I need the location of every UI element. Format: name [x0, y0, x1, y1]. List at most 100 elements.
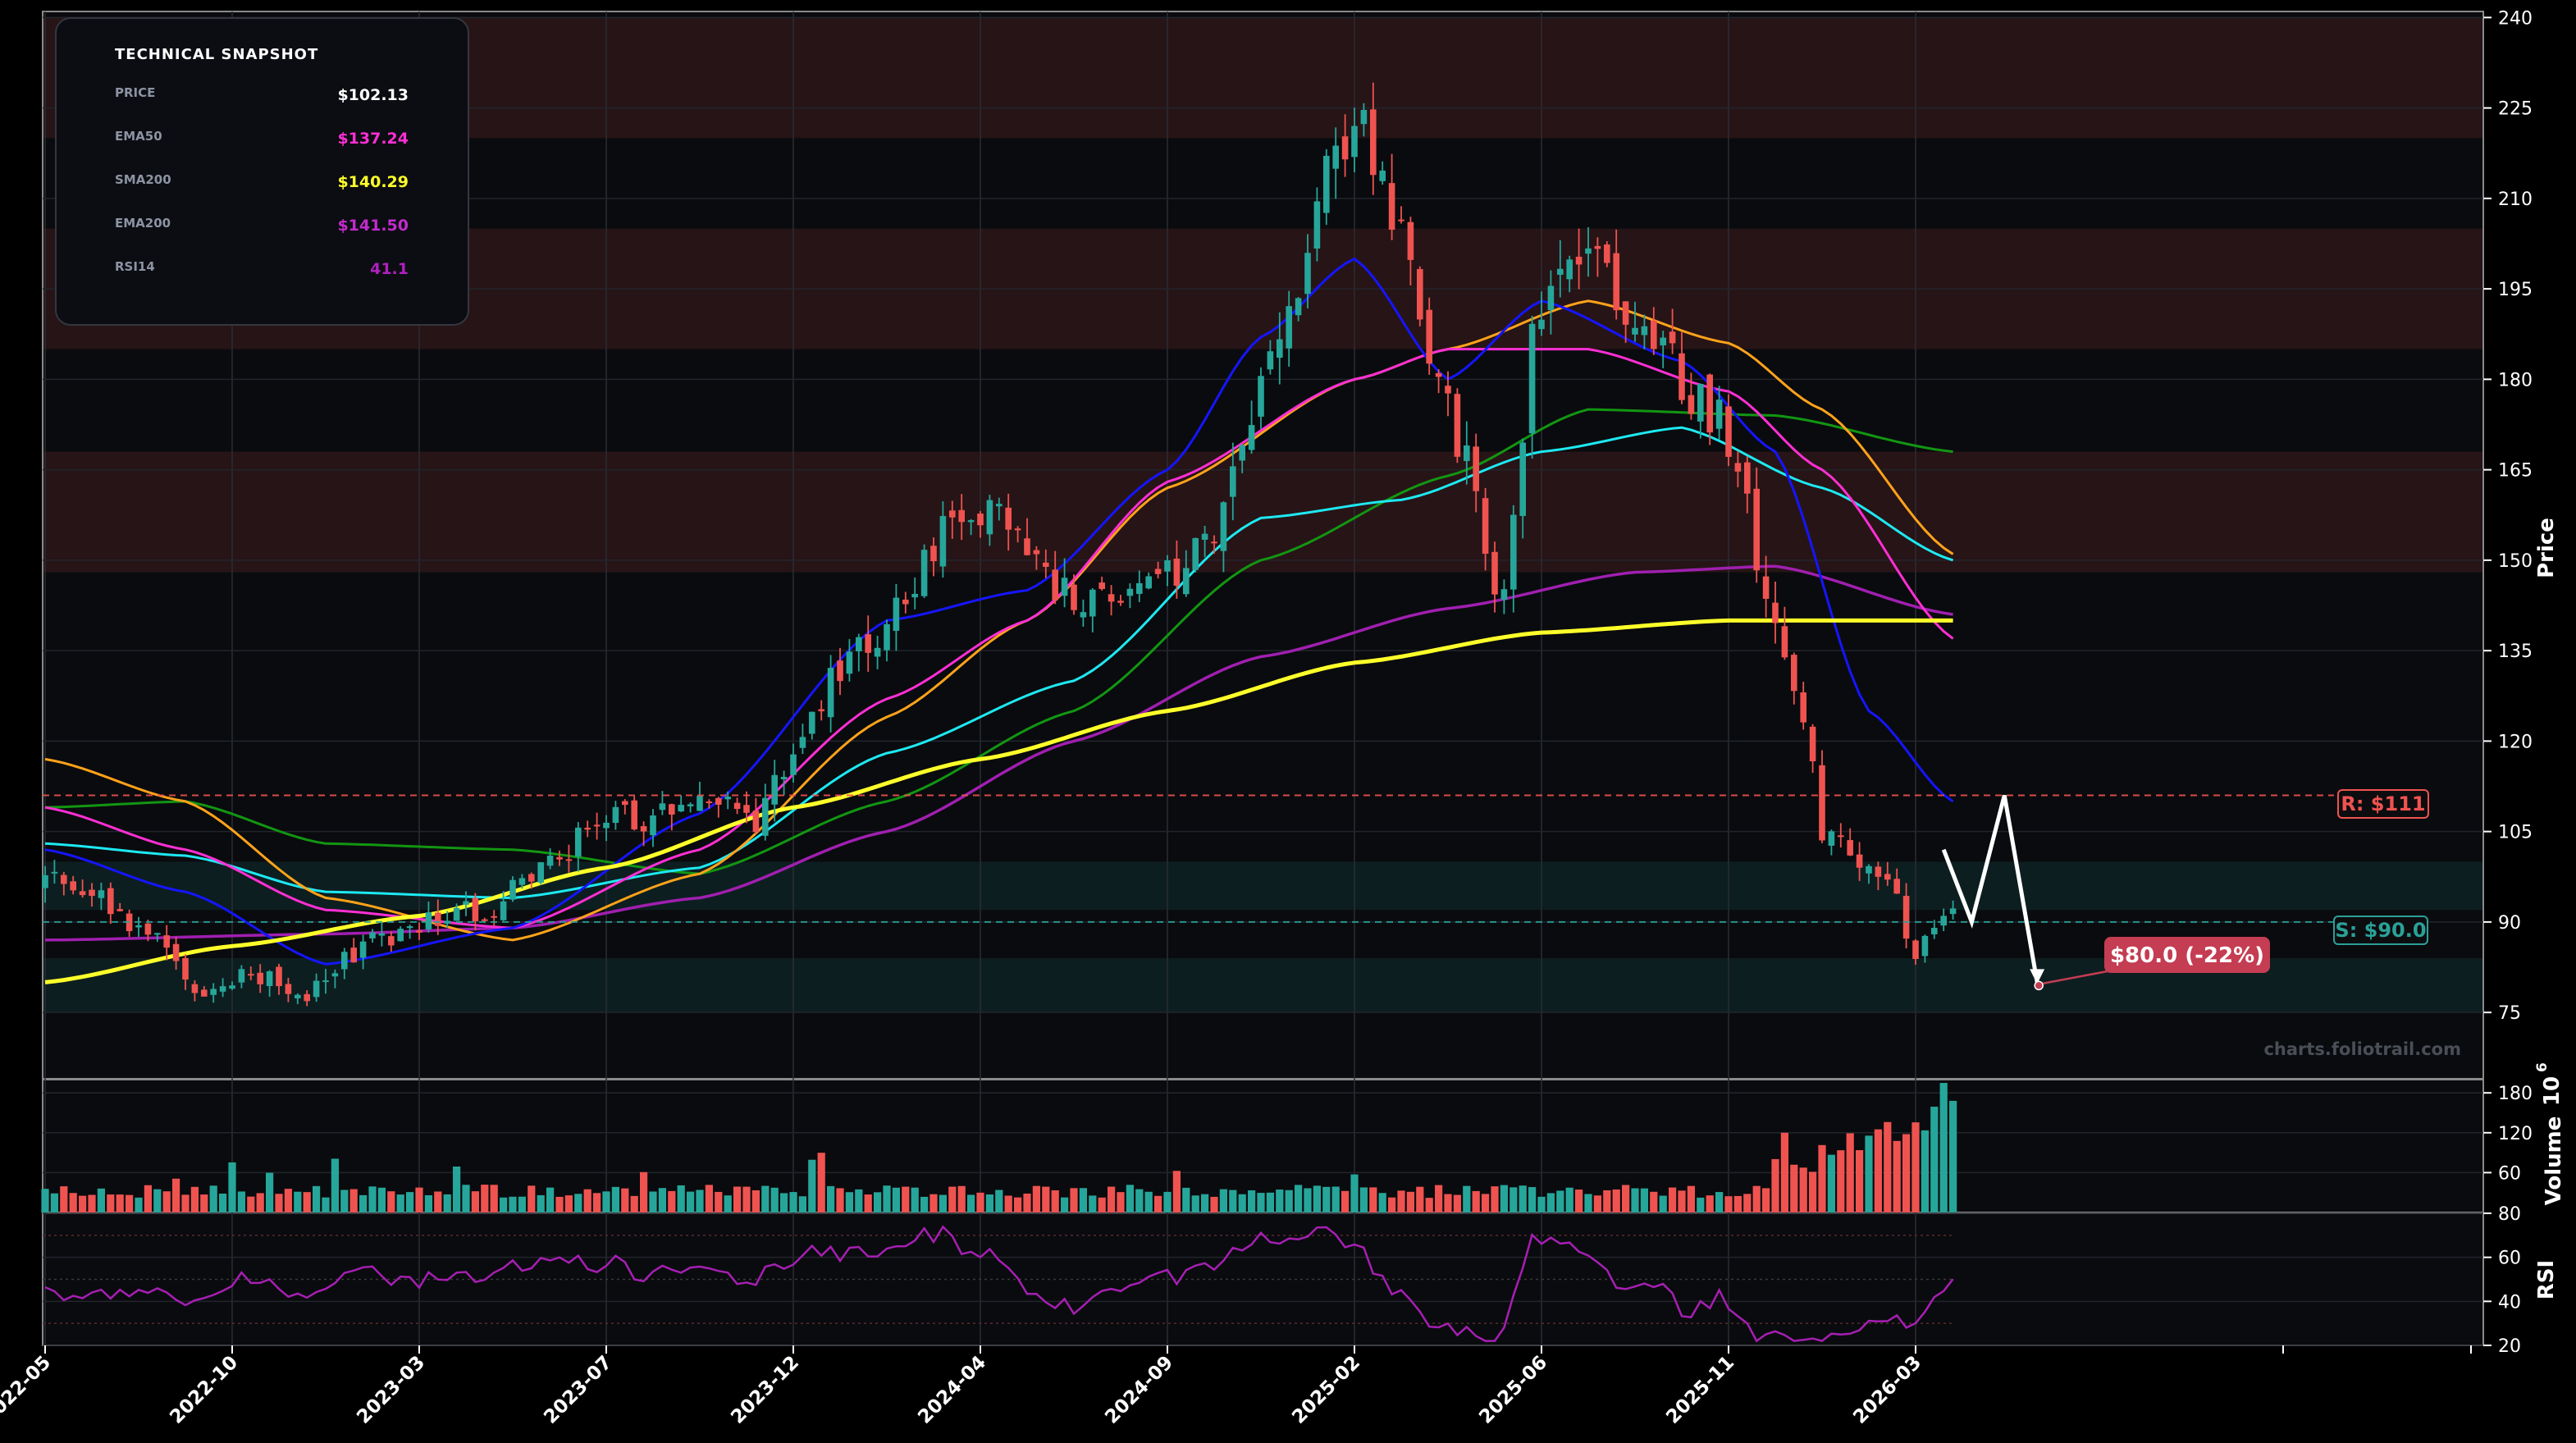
volume-bar	[275, 1194, 283, 1212]
rsi-tick-label: 20	[2498, 1336, 2521, 1357]
resistance-label-box	[2337, 789, 2429, 819]
volume-bar	[1313, 1185, 1321, 1212]
volume-bar	[322, 1197, 330, 1212]
volume-bar	[1500, 1185, 1508, 1212]
volume-axis-unit: 10	[2540, 1076, 2565, 1106]
volume-panel	[42, 1079, 2484, 1213]
volume-bar	[462, 1185, 470, 1212]
candle-body	[1500, 589, 1508, 600]
volume-bar	[377, 1187, 386, 1212]
volume-bar	[920, 1196, 929, 1212]
volume-bar	[1519, 1185, 1527, 1212]
volume-bar	[135, 1197, 143, 1212]
candle-body	[1651, 320, 1657, 349]
candle-body	[920, 550, 928, 596]
candle-body	[1286, 306, 1292, 349]
candle-body	[1379, 170, 1386, 181]
volume-bar	[640, 1171, 648, 1212]
candle-body	[837, 660, 843, 682]
volume-bar	[836, 1188, 844, 1212]
volume-bar	[1575, 1190, 1583, 1212]
volume-bars	[41, 1083, 1957, 1212]
volume-bar	[1014, 1197, 1022, 1212]
volume-bar	[453, 1167, 461, 1212]
volume-bar	[658, 1188, 666, 1212]
candle-body	[678, 805, 684, 812]
volume-bar	[1949, 1100, 1957, 1212]
volume-bar	[1856, 1150, 1864, 1212]
candle-body	[1585, 248, 1592, 254]
candle-body	[1669, 331, 1676, 344]
volume-bar	[1191, 1195, 1199, 1212]
volume-bar	[1733, 1195, 1742, 1212]
price-tick-label: 180	[2498, 370, 2533, 390]
volume-bar	[237, 1191, 245, 1212]
volume-bar	[705, 1185, 713, 1212]
candle-body	[172, 943, 180, 961]
candle-body	[1734, 463, 1742, 472]
volume-bar	[1359, 1187, 1368, 1212]
snapshot-key-ema50: EMA50	[115, 129, 162, 144]
candle-body	[1912, 940, 1919, 959]
candle-body	[856, 637, 862, 651]
candle-body	[996, 504, 1003, 507]
ema50-line	[44, 348, 1954, 929]
candle-body	[809, 711, 815, 734]
volume-bar	[256, 1193, 264, 1212]
volume-bar	[1809, 1171, 1817, 1212]
volume-bar	[827, 1185, 835, 1212]
candle-body	[884, 623, 890, 651]
volume-bar	[443, 1194, 451, 1212]
target-label-box	[2104, 937, 2270, 973]
candle-body	[584, 828, 591, 830]
x-tick-label: 2022-05	[0, 1352, 55, 1428]
candle-body	[1632, 327, 1638, 335]
volume-bar	[228, 1162, 236, 1212]
candle-body	[902, 599, 909, 605]
candle-body	[1715, 400, 1723, 429]
volume-bar	[555, 1196, 564, 1212]
candle-body	[565, 859, 573, 861]
snapshot-value-price: $102.13	[337, 86, 409, 104]
candle-body	[715, 797, 722, 805]
candle-body	[1931, 928, 1938, 934]
candle-body	[1866, 865, 1872, 874]
volume-bar	[1444, 1194, 1452, 1212]
candle-body	[1538, 319, 1545, 330]
volume-bar	[1108, 1186, 1116, 1212]
candle-body	[1323, 155, 1330, 213]
candle-body	[1781, 626, 1788, 658]
volume-bar	[733, 1186, 742, 1212]
volume-bar	[1117, 1192, 1125, 1212]
candle-body	[1267, 351, 1274, 370]
volume-bar	[845, 1192, 853, 1212]
volume-bar	[1631, 1188, 1639, 1212]
rsi-tick-label: 40	[2498, 1292, 2521, 1313]
price-axis-title: Price	[2534, 518, 2559, 578]
candle-body	[865, 634, 871, 653]
candle-body	[911, 593, 918, 598]
volume-bar	[677, 1185, 685, 1212]
candle-body	[453, 907, 460, 921]
volume-bar	[1416, 1186, 1424, 1212]
volume-bar	[1724, 1196, 1733, 1212]
volume-bar	[200, 1194, 208, 1212]
candle-body	[491, 916, 497, 918]
rsi-axis-title: RSI	[2534, 1260, 2559, 1299]
candle-body	[1005, 507, 1012, 530]
candle-body	[1277, 339, 1283, 358]
volume-bar	[630, 1195, 638, 1212]
candle-body	[827, 668, 834, 718]
candle-body	[1388, 183, 1395, 230]
candle-body	[42, 874, 48, 888]
candle-body	[1519, 442, 1526, 516]
candle-body	[1332, 145, 1339, 169]
volume-bar	[1743, 1194, 1752, 1212]
price-tick-label: 240	[2498, 8, 2533, 29]
volume-bar	[1322, 1186, 1331, 1212]
volume-bar	[359, 1194, 368, 1212]
volume-bar	[434, 1191, 442, 1212]
candle-body	[1491, 551, 1498, 595]
volume-bar	[1079, 1188, 1087, 1212]
volume-bar	[976, 1192, 984, 1212]
